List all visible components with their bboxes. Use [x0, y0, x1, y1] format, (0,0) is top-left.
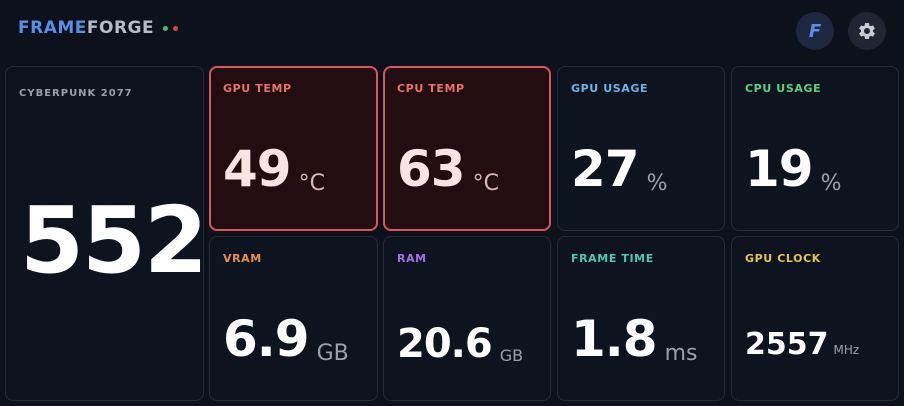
fps-value: 552: [20, 187, 208, 294]
logo-forge-text: FORGE: [86, 18, 155, 38]
gpu-temp-card: GPU TEMP 49 °C: [209, 66, 378, 231]
metric-value: 2557: [745, 327, 829, 362]
gpu-usage-card: GPU USAGE 27 %: [557, 66, 725, 231]
cpu-usage-card: CPU USAGE 19 %: [731, 66, 899, 231]
gpu-clock-card: GPU CLOCK 2557 MHz: [731, 236, 899, 401]
metric-unit: %: [820, 171, 842, 196]
app-logo: FRAME FORGE: [18, 18, 179, 38]
metric-label: GPU CLOCK: [745, 252, 821, 265]
profile-button[interactable]: F: [796, 12, 834, 50]
metric-value: 19: [745, 140, 814, 198]
metric-unit: GB: [499, 346, 524, 365]
metric-unit: ms: [664, 341, 698, 366]
metric-reading: 20.6 GB: [397, 321, 524, 367]
metric-value: 63: [397, 140, 466, 198]
metric-label: CPU USAGE: [745, 82, 822, 95]
metric-unit: %: [646, 171, 668, 196]
metric-unit: °C: [472, 171, 499, 196]
cpu-temp-card: CPU TEMP 63 °C: [383, 66, 551, 231]
vram-card: VRAM 6.9 GB: [209, 236, 378, 401]
metric-reading: 19 %: [745, 140, 842, 198]
metric-label: RAM: [397, 252, 427, 265]
status-dot-red: [173, 25, 179, 31]
ram-card: RAM 20.6 GB: [383, 236, 551, 401]
metric-unit: °C: [298, 171, 325, 196]
metric-value: 6.9: [223, 310, 310, 368]
frame-time-card: FRAME TIME 1.8 ms: [557, 236, 725, 401]
metric-reading: 27 %: [571, 140, 668, 198]
metric-reading: 6.9 GB: [223, 310, 349, 368]
metric-label: GPU USAGE: [571, 82, 649, 95]
metric-label: CPU TEMP: [397, 82, 465, 95]
game-title: CYBERPUNK 2077: [19, 88, 133, 99]
metric-reading: 2557 MHz: [745, 330, 859, 360]
metric-value: 49: [223, 140, 292, 198]
logo-frame-text: FRAME: [18, 18, 87, 38]
metric-reading: 1.8 ms: [571, 310, 698, 368]
metric-value: 27: [571, 140, 640, 198]
metric-unit: GB: [316, 341, 349, 366]
gear-icon: [859, 22, 875, 39]
game-fps-card: CYBERPUNK 2077 552: [5, 66, 208, 401]
metric-value: 20.6: [397, 321, 493, 367]
metric-value: 1.8: [571, 310, 658, 368]
settings-button[interactable]: [848, 12, 886, 50]
status-dot-green: [163, 25, 169, 31]
metric-label: FRAME TIME: [571, 252, 654, 265]
metric-reading: 49 °C: [223, 140, 325, 198]
profile-letter: F: [808, 20, 822, 42]
metric-label: VRAM: [223, 252, 262, 265]
app-header: FRAME FORGE F: [0, 0, 904, 62]
metric-reading: 63 °C: [397, 140, 499, 198]
metric-unit: MHz: [833, 343, 860, 357]
metric-label: GPU TEMP: [223, 82, 292, 95]
